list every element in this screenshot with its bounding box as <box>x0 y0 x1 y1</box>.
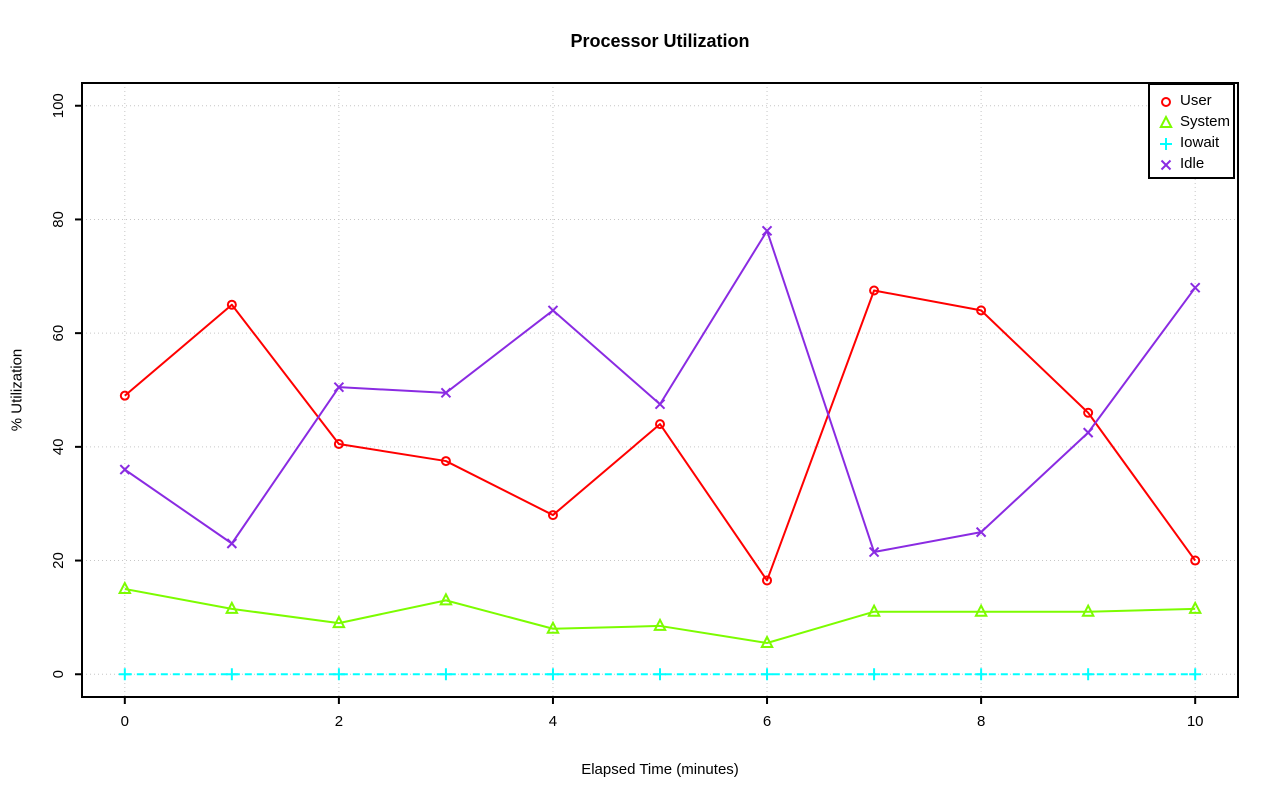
legend-label-system: System <box>1180 113 1231 130</box>
series-system-marker <box>974 603 988 617</box>
series-iowait-marker <box>1082 668 1095 681</box>
series-user-line <box>124 289 1196 582</box>
x-tick-label: 10 <box>1187 713 1204 730</box>
series-iowait-marker <box>1189 668 1202 681</box>
y-tick-label: 0 <box>50 670 67 678</box>
series-iowait-marker <box>439 668 452 681</box>
series-system-marker <box>867 603 881 617</box>
series-idle-marker <box>333 381 345 393</box>
series-user-marker <box>1083 407 1094 418</box>
series-system-marker <box>1188 600 1203 614</box>
series-idle-marker <box>440 387 452 399</box>
series-iowait-marker <box>225 668 238 681</box>
series-idle-marker <box>226 538 238 549</box>
idle-marker-icon <box>1157 155 1175 173</box>
legend-label-iowait: Iowait <box>1180 134 1220 151</box>
legend-item-iowait: Iowait <box>1150 132 1233 153</box>
x-tick-label: 6 <box>763 713 771 730</box>
series-user-marker <box>119 390 130 401</box>
series-user-marker <box>762 575 773 586</box>
system-marker-icon <box>1157 113 1175 131</box>
series-user-marker <box>226 299 237 310</box>
series-user-marker <box>333 439 344 450</box>
series-system-marker <box>117 580 132 594</box>
legend-item-idle: Idle <box>1150 153 1233 174</box>
legend-item-user: User <box>1150 90 1233 111</box>
series-idle-marker <box>761 225 773 237</box>
series-user-marker <box>869 285 880 296</box>
series-system-marker <box>225 600 239 614</box>
series-system-marker <box>653 617 667 631</box>
series-system-marker <box>760 634 774 648</box>
y-tick-label: 100 <box>50 93 67 118</box>
series-idle <box>119 225 1201 558</box>
series-iowait-marker <box>975 668 988 681</box>
series-user <box>119 285 1201 586</box>
legend-item-system: System <box>1150 111 1233 132</box>
series-iowait-marker <box>546 668 559 681</box>
series-system <box>117 580 1203 648</box>
y-tick-label: 20 <box>50 552 67 569</box>
series-idle-marker <box>119 464 131 475</box>
series-iowait-marker <box>868 668 881 681</box>
series-idle-marker <box>975 526 987 538</box>
series-idle-line <box>124 229 1196 554</box>
x-tick-label: 4 <box>549 713 557 730</box>
y-axis-label: % Utilization <box>8 348 26 432</box>
series-user-marker <box>976 305 987 316</box>
iowait-marker-icon <box>1157 134 1175 152</box>
series-system-marker <box>332 614 346 629</box>
legend: User System Iowait Idle <box>1148 83 1235 179</box>
series-user-marker <box>547 510 558 521</box>
series-iowait <box>118 668 1202 681</box>
series-system-line <box>124 587 1196 644</box>
series-iowait-marker <box>118 668 131 681</box>
plot-frame <box>81 82 1239 698</box>
series-system-marker <box>1081 603 1095 617</box>
legend-label-idle: Idle <box>1180 155 1205 172</box>
x-axis-label: Elapsed Time (minutes) <box>581 761 739 778</box>
y-tick-label: 40 <box>50 439 67 456</box>
series-idle-marker <box>1189 282 1201 293</box>
x-tick-label: 8 <box>977 713 985 730</box>
series-idle-marker <box>547 305 559 316</box>
x-tick-label: 0 <box>121 713 129 730</box>
series-user-marker <box>1190 555 1201 566</box>
series-iowait-marker <box>332 668 345 681</box>
series-idle-marker <box>654 399 666 410</box>
series-idle-marker <box>868 546 880 558</box>
chart-title: Processor Utilization <box>570 31 750 51</box>
y-tick-label: 80 <box>50 211 67 228</box>
series-user-marker <box>655 419 665 430</box>
series-iowait-marker <box>761 668 774 681</box>
user-marker-icon <box>1157 92 1175 110</box>
x-tick-label: 2 <box>335 713 343 730</box>
series-iowait-marker <box>654 668 666 681</box>
series-system-marker <box>439 592 453 606</box>
y-tick-label: 60 <box>50 325 67 342</box>
series-idle-marker <box>1082 427 1094 438</box>
legend-label-user: User <box>1180 92 1212 109</box>
series-system-marker <box>546 620 560 634</box>
series-user-marker <box>440 456 451 467</box>
